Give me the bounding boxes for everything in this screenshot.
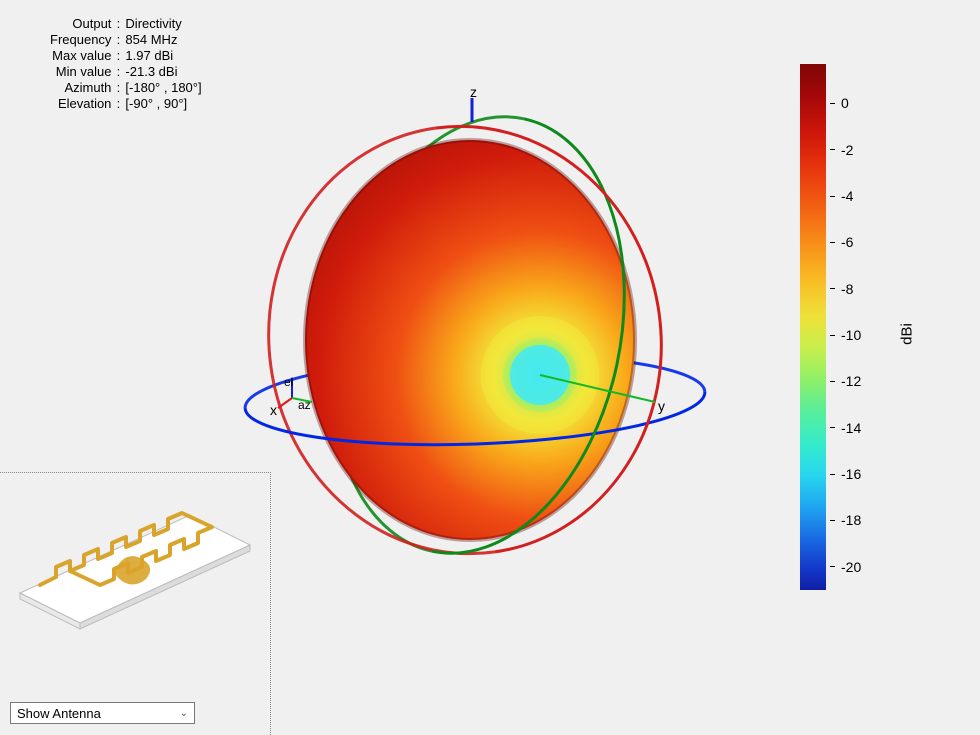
info-key: Elevation [50, 96, 111, 111]
chevron-down-icon: ⌄ [180, 708, 188, 719]
info-value: 1.97 dBi [125, 48, 201, 63]
show-antenna-dropdown[interactable]: Show Antenna ⌄ [10, 702, 195, 724]
dropdown-selected-label: Show Antenna [17, 706, 101, 721]
info-value: 854 MHz [125, 32, 201, 47]
info-key: Max value [50, 48, 111, 63]
antenna-thumbnail [0, 473, 270, 673]
info-value: Directivity [125, 16, 201, 31]
axis-label-z: z [470, 84, 477, 100]
axis-label-y: y [658, 398, 665, 414]
info-value: [-90° , 90°] [125, 96, 201, 111]
info-value: [-180° , 180°] [125, 80, 201, 95]
axis-label-az: az [298, 398, 311, 412]
antenna-inset-panel [0, 472, 271, 735]
info-value: -21.3 dBi [125, 64, 201, 79]
plot-svg [240, 40, 760, 600]
radiation-pattern-plot[interactable]: z y x el az [240, 40, 760, 600]
plot-info-box: Output:DirectivityFrequency:854 MHzMax v… [50, 16, 202, 111]
info-key: Min value [50, 64, 111, 79]
colorbar-gradient [800, 64, 826, 590]
info-key: Output [50, 16, 111, 31]
colorbar: 0-2-4-6-8-10-12-14-16-18-20 dBi [800, 64, 960, 604]
info-key: Frequency [50, 32, 111, 47]
axis-label-x: x [270, 402, 277, 418]
colorbar-ticks: 0-2-4-6-8-10-12-14-16-18-20 [830, 64, 880, 590]
colorbar-label: dBi [898, 323, 915, 345]
axis-label-el: el [284, 375, 293, 389]
info-key: Azimuth [50, 80, 111, 95]
